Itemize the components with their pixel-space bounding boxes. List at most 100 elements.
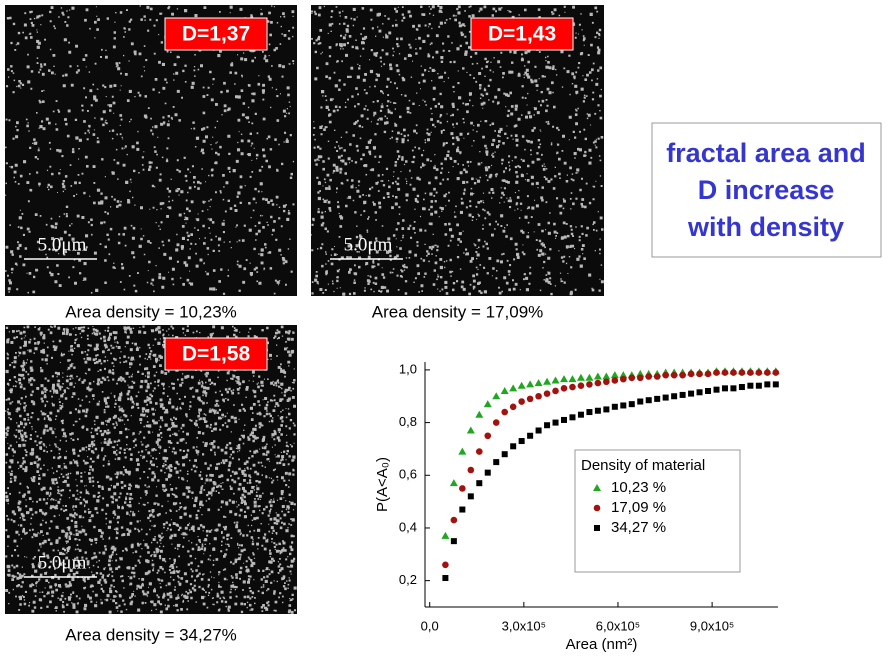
point	[466, 426, 475, 434]
point	[576, 373, 585, 381]
point	[492, 392, 501, 400]
point	[442, 561, 449, 569]
point	[620, 402, 627, 409]
point	[543, 390, 551, 397]
point	[459, 485, 466, 492]
point	[577, 411, 584, 418]
point	[662, 371, 669, 379]
point	[534, 379, 543, 387]
legend-label: 10,23 %	[611, 479, 666, 496]
y-tick-label: 0,8	[399, 414, 417, 429]
point	[585, 373, 594, 381]
point	[458, 447, 467, 455]
point	[526, 395, 534, 403]
point	[628, 401, 635, 408]
point	[450, 538, 457, 545]
speckle-texture	[311, 5, 604, 296]
point	[450, 516, 458, 524]
point	[764, 369, 771, 376]
point	[467, 493, 474, 500]
point	[493, 459, 500, 466]
point	[721, 369, 729, 376]
point	[569, 383, 576, 391]
x-tick-label: 6,0x10⁵	[596, 618, 640, 633]
point	[577, 382, 585, 390]
point	[730, 385, 737, 392]
point	[611, 403, 618, 410]
y-axis-label: P(A<A₀)	[374, 457, 391, 512]
point	[679, 391, 686, 398]
x-tick-label: 3,0x10⁵	[502, 618, 546, 633]
text-box-line: D increase	[698, 175, 835, 205]
point	[484, 432, 492, 440]
point	[730, 369, 737, 376]
point	[560, 375, 569, 383]
point	[593, 484, 601, 491]
scale-bar-label: 5.0μm	[344, 234, 393, 255]
point	[593, 504, 601, 512]
x-tick-label: 0,0	[421, 618, 439, 633]
point	[475, 410, 484, 418]
point	[721, 385, 728, 392]
point	[483, 400, 492, 408]
point	[509, 403, 517, 411]
point	[543, 377, 552, 385]
point	[696, 370, 703, 378]
point	[527, 432, 534, 439]
legend-label: 34,27 %	[611, 519, 666, 536]
point	[594, 525, 600, 531]
point	[459, 506, 466, 513]
point	[552, 387, 559, 395]
point	[517, 381, 526, 389]
point	[755, 369, 763, 376]
fractal-dimension: D=1,37	[182, 23, 250, 46]
fractal-dimension: D=1,43	[488, 23, 556, 46]
point	[467, 466, 475, 474]
x-axis-label: Area (nm²)	[566, 636, 638, 653]
point	[687, 370, 695, 378]
point	[654, 395, 661, 402]
point	[611, 377, 619, 384]
caption: Area density = 34,27%	[65, 625, 237, 644]
point	[586, 381, 593, 388]
scale-bar-label: 5.0μm	[38, 234, 87, 255]
point	[636, 374, 644, 382]
y-tick-label: 0,6	[399, 467, 417, 482]
y-tick-label: 0,2	[399, 572, 417, 587]
text-box-line: fractal area and	[666, 138, 866, 168]
point	[671, 393, 678, 400]
point	[492, 419, 500, 426]
point	[569, 414, 576, 421]
point	[594, 407, 601, 414]
label-box	[470, 17, 574, 51]
point	[662, 394, 669, 401]
point	[738, 384, 745, 391]
label-box	[164, 337, 268, 371]
scale-bar-label: 5.0μm	[38, 552, 87, 573]
point	[628, 374, 636, 382]
point	[594, 379, 602, 387]
point	[476, 480, 483, 487]
point	[772, 369, 780, 376]
point	[551, 376, 560, 384]
speckle-texture	[5, 5, 295, 295]
point	[500, 386, 509, 394]
point	[501, 451, 508, 458]
point	[509, 384, 518, 392]
legend-label: 17,09 %	[611, 499, 666, 516]
point	[713, 386, 720, 393]
point	[552, 419, 559, 426]
label-box	[164, 17, 268, 51]
point	[586, 409, 593, 416]
point	[610, 371, 619, 379]
legend-title: Density of material	[581, 457, 705, 474]
point	[704, 370, 712, 378]
point	[441, 531, 450, 539]
point	[620, 375, 627, 383]
legend-box	[574, 449, 741, 573]
point	[602, 372, 611, 380]
point	[544, 422, 551, 429]
point	[696, 389, 703, 396]
point	[593, 372, 602, 380]
